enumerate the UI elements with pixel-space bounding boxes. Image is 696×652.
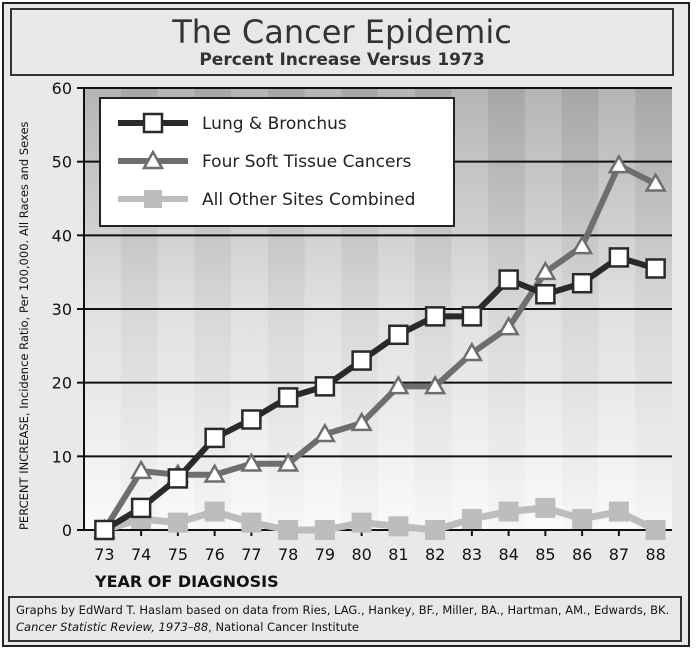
y-tick-label: 0 <box>62 521 72 540</box>
series-point <box>571 272 593 294</box>
series-point <box>497 315 520 336</box>
series-point <box>461 306 483 327</box>
y-tick-label: 50 <box>52 153 72 172</box>
series-line <box>103 504 658 534</box>
series-point <box>608 501 629 522</box>
y-tick-label: 60 <box>52 79 72 98</box>
series-point <box>94 519 115 541</box>
series-point <box>130 497 152 519</box>
y-tick-label: 30 <box>52 300 72 319</box>
x-tick-label: 87 <box>609 545 629 564</box>
series-point <box>204 501 225 522</box>
series-point <box>645 520 666 540</box>
series-point <box>276 452 300 472</box>
y-tick-label: 20 <box>52 374 72 393</box>
series-point <box>498 501 519 522</box>
series-point <box>241 409 262 430</box>
series-point <box>241 512 262 533</box>
x-tick-label: 80 <box>351 545 371 564</box>
footer-line-2: Cancer Statistic Review, 1973–88, Nation… <box>16 619 674 636</box>
footer-source-title: Cancer Statistic Review, 1973–88 <box>16 620 209 634</box>
series-point <box>534 260 557 281</box>
series-point <box>277 387 299 408</box>
legend-marker <box>144 190 162 208</box>
legend-label: Four Soft Tissue Cancers <box>202 152 411 172</box>
series-point <box>278 520 299 540</box>
footer-credits: Graphs by EdWard T. Haslam based on data… <box>8 596 682 642</box>
series-point <box>423 374 447 395</box>
x-tick-label: 84 <box>498 545 518 564</box>
legend-marker <box>142 112 164 134</box>
x-tick-label: 88 <box>645 545 665 564</box>
series-point <box>498 269 519 290</box>
series-point <box>167 468 189 489</box>
series-point <box>607 153 631 174</box>
x-tick-label: 85 <box>535 545 555 564</box>
title-box: The Cancer Epidemic Percent Increase Ver… <box>10 8 674 76</box>
x-tick-label: 75 <box>168 545 188 564</box>
chart-title: The Cancer Epidemic <box>172 13 512 51</box>
y-axis-label: PERCENT INCREASE, Incidence Ratio, Per 1… <box>17 121 31 530</box>
series-point <box>424 306 446 327</box>
series-point <box>535 497 556 518</box>
x-tick-label: 77 <box>241 545 261 564</box>
series-point <box>570 234 594 255</box>
legend-marker <box>141 149 165 170</box>
series-point <box>350 411 373 432</box>
series-point <box>644 172 667 192</box>
chart-subtitle: Percent Increase Versus 1973 <box>199 50 485 70</box>
x-tick-label: 79 <box>315 545 335 564</box>
series-point <box>351 512 372 533</box>
y-tick-label: 40 <box>52 226 72 245</box>
series-point <box>129 459 153 480</box>
series-point <box>167 512 188 533</box>
x-axis-label: YEAR OF DIAGNOSIS <box>95 572 279 591</box>
series-point <box>460 341 484 362</box>
x-tick-label: 81 <box>388 545 408 564</box>
series-point <box>351 350 372 371</box>
series-line <box>101 162 657 532</box>
x-tick-label: 78 <box>278 545 298 564</box>
series-point <box>572 508 593 529</box>
series-line <box>102 254 657 533</box>
legend-label: All Other Sites Combined <box>202 190 415 210</box>
x-tick-label: 76 <box>204 545 224 564</box>
footer-line-1: Graphs by EdWard T. Haslam based on data… <box>16 603 670 617</box>
series-point <box>313 422 337 443</box>
legend-label: Lung & Bronchus <box>202 114 347 134</box>
footer-source-rest: , National Cancer Institute <box>208 620 359 634</box>
x-tick-label: 74 <box>131 545 151 564</box>
series-point <box>203 463 226 483</box>
series-point <box>645 258 666 279</box>
series-point <box>388 324 409 346</box>
x-tick-label: 83 <box>462 545 482 564</box>
x-tick-label: 82 <box>425 545 445 564</box>
series-point <box>425 520 446 540</box>
y-tick-label: 10 <box>52 447 72 466</box>
series-point <box>461 508 482 529</box>
x-tick-label: 73 <box>94 545 114 564</box>
series-point <box>608 247 630 268</box>
series-point <box>388 516 409 537</box>
series-point <box>314 376 336 397</box>
series-point <box>387 374 410 395</box>
x-tick-label: 86 <box>572 545 592 564</box>
series-point <box>240 452 263 472</box>
series-point <box>314 520 335 540</box>
series-point <box>535 284 556 305</box>
series-point <box>204 427 225 449</box>
